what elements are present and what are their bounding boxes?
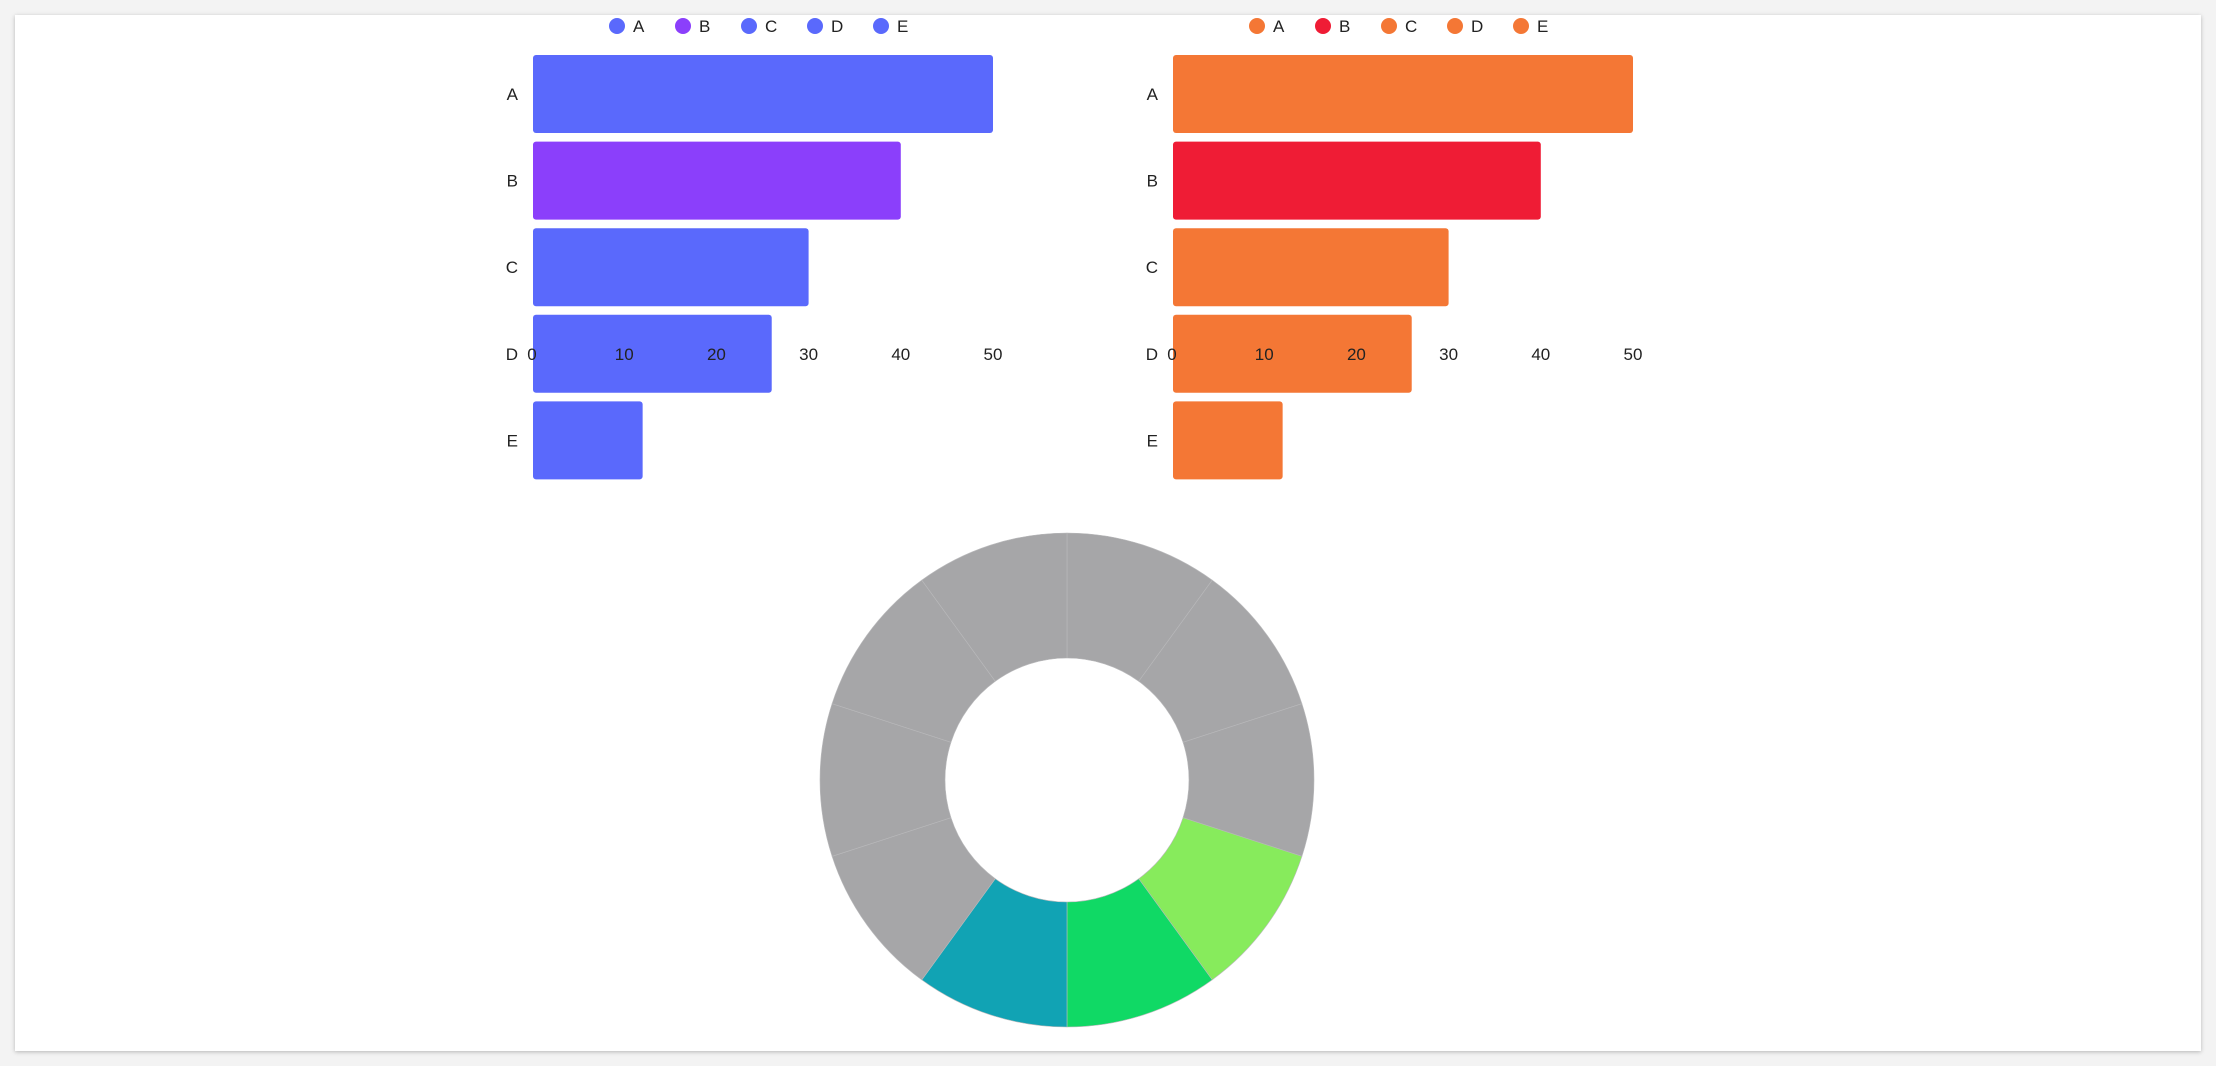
legend-marker-a[interactable] (609, 18, 625, 34)
legend-label-d[interactable]: D (831, 17, 843, 36)
legend-marker-b[interactable] (1315, 18, 1331, 34)
x-tick-label: 20 (707, 345, 726, 364)
category-label-e: E (1147, 431, 1158, 450)
bar-a[interactable] (1173, 55, 1633, 133)
legend-marker-d[interactable] (1447, 18, 1463, 34)
x-tick-label: 30 (799, 345, 818, 364)
category-label-e: E (507, 431, 518, 450)
bar-d[interactable] (1173, 314, 1412, 393)
legend-marker-d[interactable] (807, 18, 823, 34)
bar-c[interactable] (1173, 228, 1449, 307)
x-tick-label: 40 (891, 345, 910, 364)
legend-label-c[interactable]: C (765, 17, 777, 36)
legend-label-d[interactable]: D (1471, 17, 1483, 36)
category-label-a: A (507, 85, 519, 104)
bar-e[interactable] (533, 401, 643, 480)
x-tick-label: 50 (984, 345, 1003, 364)
x-tick-label: 20 (1347, 345, 1366, 364)
x-tick-label: 0 (527, 345, 536, 364)
legend-marker-e[interactable] (1513, 18, 1529, 34)
legend-label-e[interactable]: E (897, 17, 908, 36)
legend-marker-e[interactable] (873, 18, 889, 34)
bar-chart-1: A B C D E A B C D E 0 10 20 30 40 50 (506, 17, 1003, 480)
legend-label-a[interactable]: A (1273, 17, 1285, 36)
x-tick-label: 10 (1255, 345, 1274, 364)
x-tick-label: 50 (1624, 345, 1643, 364)
charts-canvas: A B C D E A B C D E 0 10 20 30 40 50 A B C D E A B C D E 0 10 20 30 40… (506, 17, 1643, 1028)
legend-label-c[interactable]: C (1405, 17, 1417, 36)
bar-b[interactable] (1173, 141, 1541, 220)
legend-marker-c[interactable] (741, 18, 757, 34)
bar-a[interactable] (533, 55, 993, 133)
donut-slice-10[interactable] (921, 532, 1068, 682)
bar-c[interactable] (533, 228, 809, 307)
x-tick-label: 0 (1167, 345, 1176, 364)
legend-marker-b[interactable] (675, 18, 691, 34)
category-label-a: A (1147, 85, 1159, 104)
chart-card: A B C D E A B C D E 0 10 20 30 40 50 A B C D E A B C D E 0 10 20 30 40… (15, 15, 2201, 1051)
legend-marker-c[interactable] (1381, 18, 1397, 34)
donut-chart (819, 532, 1315, 1028)
legend-label-e[interactable]: E (1537, 17, 1548, 36)
x-tick-label: 10 (615, 345, 634, 364)
category-label-c: C (506, 258, 518, 277)
category-label-c: C (1146, 258, 1158, 277)
x-tick-label: 30 (1439, 345, 1458, 364)
category-label-b: B (1147, 172, 1158, 191)
bar-chart-2: A B C D E A B C D E 0 10 20 30 40 50 (1146, 17, 1643, 480)
legend-label-a[interactable]: A (633, 17, 645, 36)
category-label-d: D (1146, 345, 1158, 364)
legend-label-b[interactable]: B (699, 17, 710, 36)
bar-b[interactable] (533, 141, 901, 220)
x-tick-label: 40 (1531, 345, 1550, 364)
category-label-b: B (507, 172, 518, 191)
bar-d[interactable] (533, 314, 772, 393)
category-label-d: D (506, 345, 518, 364)
legend-label-b[interactable]: B (1339, 17, 1350, 36)
legend-marker-a[interactable] (1249, 18, 1265, 34)
bar-e[interactable] (1173, 401, 1283, 480)
